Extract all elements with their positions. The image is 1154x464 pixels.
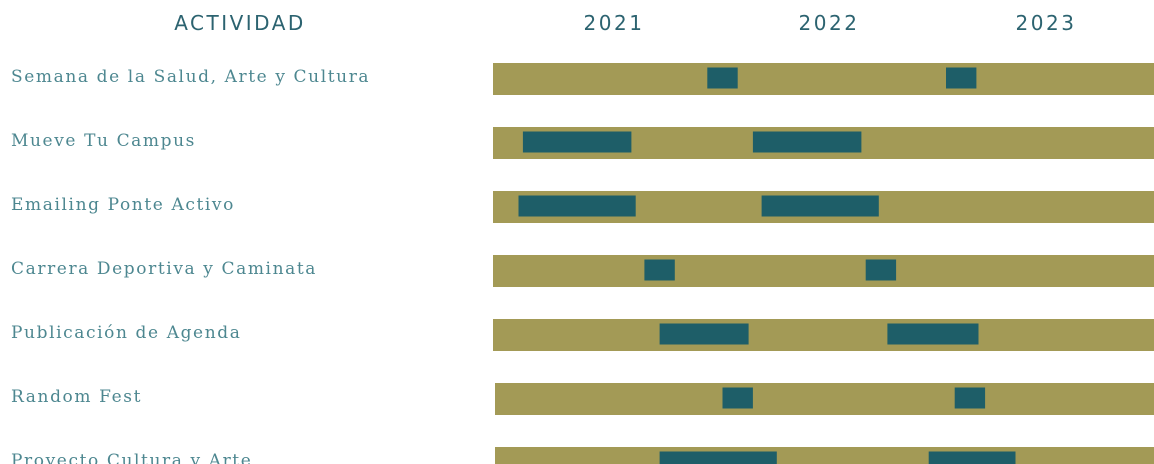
year-label-2021: 2021 — [584, 11, 645, 35]
year-label-2022: 2022 — [799, 11, 860, 35]
activity-bar — [518, 195, 636, 217]
timeline-track — [495, 383, 1154, 415]
activity-bar — [659, 451, 777, 464]
activity-bar — [865, 259, 897, 281]
activity-bar — [946, 67, 977, 89]
activity-bar — [659, 323, 749, 345]
activity-bar — [644, 259, 675, 281]
activity-labels: Semana de la Salud, Arte y Cultura Mueve … — [11, 67, 370, 464]
activity-bar — [707, 67, 738, 89]
activity-bar — [761, 195, 879, 217]
year-label-2023: 2023 — [1016, 11, 1077, 35]
activity-label: Carrera Deportiva y Caminata — [11, 259, 317, 279]
activity-bars — [518, 67, 1016, 464]
activity-label: Random Fest — [11, 387, 142, 407]
activity-label: Publicación de Agenda — [11, 323, 241, 343]
activity-label: Mueve Tu Campus — [11, 131, 196, 151]
timeline-track — [493, 63, 1154, 95]
activity-label: Semana de la Salud, Arte y Cultura — [11, 67, 370, 87]
activity-bar — [887, 323, 979, 345]
activity-label: Proyecto Cultura y Arte — [11, 451, 252, 464]
timeline-track — [493, 319, 1154, 351]
year-axis: 2021 2022 2023 — [584, 11, 1077, 35]
timeline-track — [493, 255, 1154, 287]
activity-label: Emailing Ponte Activo — [11, 195, 235, 215]
activity-bar — [522, 131, 632, 153]
timeline-tracks — [493, 63, 1154, 464]
activity-column-header: ACTIVIDAD — [174, 11, 306, 35]
activity-bar — [928, 451, 1016, 464]
activity-bar — [954, 387, 986, 409]
activity-bar — [722, 387, 753, 409]
timeline-track — [495, 447, 1154, 464]
activity-bar — [752, 131, 862, 153]
